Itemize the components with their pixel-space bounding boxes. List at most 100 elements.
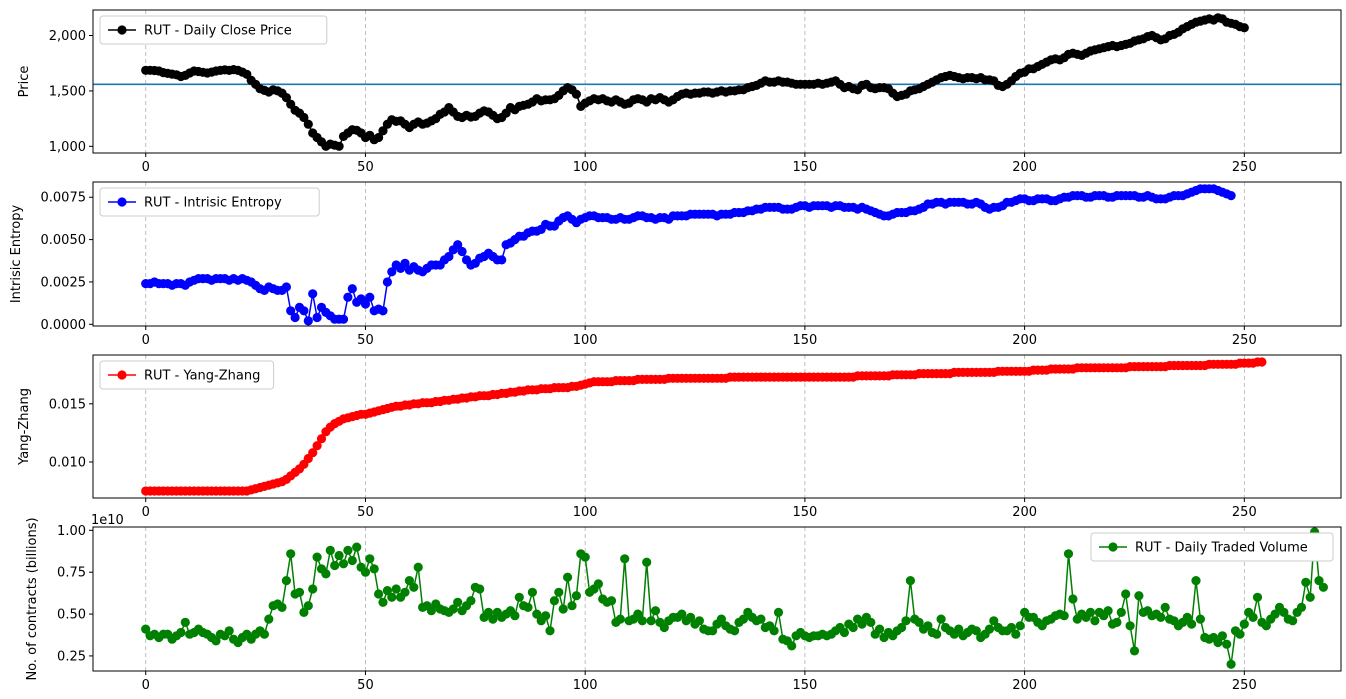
legend-marker-volume: [1108, 542, 1118, 552]
data-point-volume-32: [281, 576, 291, 586]
data-point-volume-176: [914, 617, 924, 628]
data-point-volume-253: [1252, 592, 1263, 602]
x-tick-label-yang-zhang-0: 0: [142, 505, 150, 520]
data-point-entropy-72: [457, 246, 467, 257]
plot-frame-entropy: [92, 181, 1342, 327]
y-tick-label-volume-1: 0.50: [57, 608, 86, 623]
x-tick-label-price-0: 0: [142, 160, 150, 175]
data-point-yang-zhang-40: [316, 434, 327, 444]
legend-label-price: RUT - Daily Close Price: [144, 24, 292, 39]
data-point-volume-95: [558, 604, 568, 614]
x-tick-label-price-200: 200: [1012, 160, 1037, 175]
data-point-entropy-34: [290, 312, 300, 323]
data-point-volume-88: [527, 587, 538, 597]
data-point-volume-45: [338, 559, 349, 569]
legend-label-volume: RUT - Daily Traded Volume: [1135, 541, 1308, 556]
data-point-entropy-46: [343, 292, 353, 302]
x-tick-label-entropy-100: 100: [573, 333, 598, 348]
data-point-volume-55: [382, 586, 392, 596]
data-point-volume-215: [1085, 607, 1096, 618]
data-point-volume-37: [303, 601, 313, 611]
data-point-volume-84: [510, 611, 520, 621]
data-point-volume-43: [330, 560, 340, 571]
data-point-volume-246: [1222, 639, 1232, 649]
x-tick-label-volume-250: 250: [1232, 678, 1257, 693]
legend-marker-price: [117, 25, 127, 35]
data-point-yang-zhang-254: [1257, 357, 1267, 367]
legend-price: RUT - Daily Close Price: [99, 15, 328, 45]
data-point-volume-238: [1187, 619, 1197, 629]
x-tick-label-entropy-200: 200: [1012, 333, 1037, 348]
data-point-volume-167: [875, 624, 885, 634]
x-tick-label-volume-50: 50: [357, 678, 374, 693]
data-point-volume-140: [756, 614, 766, 624]
x-tick-label-volume-100: 100: [573, 678, 598, 693]
legend-label-yang-zhang: RUT - Yang-Zhang: [144, 369, 260, 384]
data-point-volume-219: [1103, 606, 1113, 616]
data-point-volume-74: [466, 596, 476, 606]
data-point-price-53: [374, 132, 384, 143]
data-point-entropy-45: [338, 314, 349, 324]
data-point-volume-44: [334, 550, 344, 561]
data-point-volume-89: [532, 609, 542, 619]
data-point-price-250: [1239, 23, 1249, 33]
data-point-volume-71: [453, 597, 463, 607]
legend-box-yang-zhang: [99, 360, 275, 390]
x-tick-label-yang-zhang-200: 200: [1012, 505, 1037, 520]
data-point-volume-33: [286, 549, 296, 559]
data-point-yang-zhang-39: [312, 441, 322, 451]
data-point-volume-197: [1006, 622, 1017, 633]
data-point-volume-134: [730, 626, 740, 636]
data-point-volume-41: [321, 569, 331, 579]
data-point-volume-131: [716, 614, 727, 624]
data-point-volume-265: [1305, 592, 1315, 602]
data-point-volume-108: [615, 614, 625, 624]
data-point-volume-92: [545, 626, 555, 636]
data-point-volume-124: [686, 612, 696, 623]
data-point-volume-211: [1068, 594, 1078, 604]
data-point-volume-109: [620, 554, 630, 564]
data-point-volume-245: [1217, 631, 1227, 641]
data-point-volume-57: [391, 584, 401, 594]
data-point-volume-112: [633, 609, 643, 619]
data-point-volume-122: [677, 609, 687, 619]
data-point-volume-185: [954, 624, 964, 634]
y-tick-label-price-1: 1,500: [49, 84, 86, 99]
data-point-volume-54: [378, 597, 388, 607]
data-point-volume-39: [312, 552, 322, 562]
x-tick-label-entropy-250: 250: [1232, 333, 1257, 348]
y-tick-label-yang-zhang-1: 0.015: [49, 397, 86, 412]
data-point-entropy-51: [365, 292, 375, 302]
data-point-volume-239: [1191, 576, 1201, 586]
y-tick-label-entropy-0: 0.0000: [41, 318, 87, 333]
data-point-volume-91: [541, 611, 551, 621]
data-point-volume-143: [769, 626, 779, 636]
data-point-volume-9: [180, 617, 190, 628]
data-point-volume-100: [580, 552, 590, 562]
data-point-volume-222: [1116, 607, 1126, 618]
data-point-entropy-81: [497, 255, 507, 265]
y-offset-label-volume: 1e10: [91, 513, 124, 528]
data-point-volume-38: [308, 584, 318, 594]
data-point-entropy-32: [281, 282, 291, 292]
data-point-volume-97: [567, 601, 577, 611]
data-point-volume-53: [374, 589, 384, 599]
x-tick-label-yang-zhang-100: 100: [573, 505, 598, 520]
x-tick-label-entropy-50: 50: [357, 333, 374, 348]
y-axis-label-price: Price: [17, 66, 32, 98]
data-point-volume-147: [787, 641, 797, 651]
data-point-volume-31: [277, 602, 287, 613]
data-point-entropy-56: [387, 267, 397, 277]
data-point-volume-52: [369, 564, 379, 574]
y-axis-label-yang-zhang: Yang-Zhang: [17, 388, 32, 466]
data-point-entropy-59: [400, 258, 410, 268]
data-point-volume-224: [1125, 621, 1135, 631]
data-point-entropy-50: [360, 299, 371, 309]
y-axis-label-entropy: Intrisic Entropy: [9, 205, 24, 304]
panel-entropy: 0 50 100 150 200 250 0.0000 0.0025 0.0050 0.0075 I…: [9, 181, 1342, 348]
data-point-entropy-39: [312, 312, 322, 323]
data-point-volume-42: [325, 545, 335, 556]
data-point-volume-115: [646, 616, 656, 626]
legend-box-volume: [1090, 532, 1334, 562]
data-point-entropy-37: [303, 316, 313, 326]
